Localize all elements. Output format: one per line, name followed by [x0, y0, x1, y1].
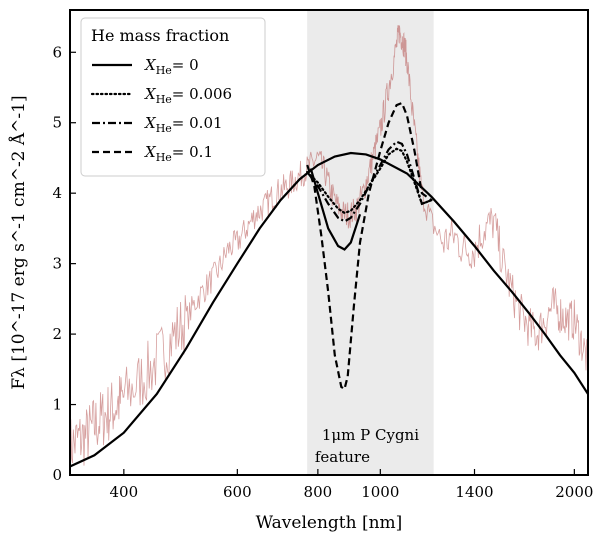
legend-box — [80, 17, 266, 177]
legend-title: He mass fraction — [91, 26, 229, 45]
y-axis-label-text: Fλ [10^-17 erg s^-1 cm^-2 Å^-1] — [8, 95, 29, 389]
y-tick-label: 2 — [52, 325, 62, 343]
series-line-3 — [306, 101, 433, 391]
plot-frame — [69, 9, 589, 476]
y-tick-label: 5 — [52, 114, 62, 132]
legend-entry-label: XHe= 0 — [144, 56, 199, 77]
x-tick-label: 1400 — [455, 483, 493, 501]
legend-entry-label: XHe= 0.1 — [144, 143, 213, 164]
plot-area — [70, 10, 588, 475]
x-tick-label: 400 — [110, 483, 139, 501]
y-tick-label: 1 — [52, 396, 62, 414]
legend-entry-label: XHe= 0.01 — [144, 114, 223, 135]
observed-spectrum-line — [70, 25, 588, 475]
y-axis-label: Fλ [10^-17 erg s^-1 cm^-2 Å^-1] — [8, 95, 29, 389]
y-tick-label: 4 — [52, 184, 62, 202]
x-tick-label: 2000 — [555, 483, 593, 501]
x-tick-label: 1000 — [361, 483, 399, 501]
x-tick-label: 800 — [304, 483, 333, 501]
annotation-line-1: 1μm P Cygni — [322, 426, 419, 444]
series-line-4 — [309, 168, 362, 251]
x-axis-label: Wavelength [nm] — [256, 513, 403, 533]
y-tick-label: 6 — [52, 43, 62, 61]
p-cygni-shaded-region — [307, 10, 434, 475]
p-cygni-annotation: 1μm P Cygni feature — [315, 426, 419, 466]
annotation-line-2: feature — [315, 448, 370, 466]
axes: 400 600 800 1000 1400 2000 0 1 2 3 4 5 6 — [52, 9, 593, 501]
y-tick-label: 0 — [52, 466, 62, 484]
legend-entry-label: XHe= 0.006 — [144, 85, 232, 106]
x-tick-label: 600 — [223, 483, 252, 501]
y-tick-label: 3 — [52, 255, 62, 273]
legend: He mass fraction XHe= 0 XHe= 0.006 XHe= 0.0… — [80, 17, 266, 177]
series-line-0 — [70, 151, 588, 468]
